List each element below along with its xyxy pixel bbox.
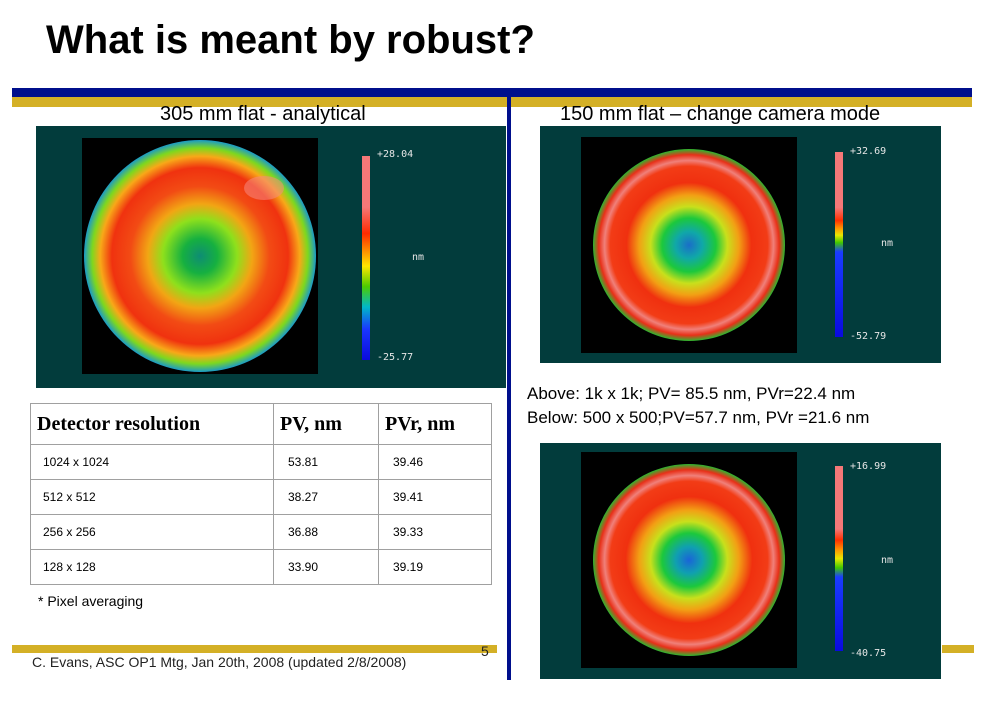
left-surface-disc xyxy=(84,140,316,372)
footer-gold-accent-right xyxy=(942,645,974,653)
left-surface-highlight xyxy=(244,176,284,200)
table-cell: 1024 x 1024 xyxy=(30,444,274,480)
table-row: 1024 x 1024 53.81 39.46 xyxy=(30,444,492,480)
table-header: PV, nm xyxy=(273,403,379,445)
table-header-row: Detector resolution PV, nm PVr, nm xyxy=(30,403,492,445)
right-bottom-colorbar-unit: nm xyxy=(881,555,894,566)
right-top-surface-map-graphic xyxy=(593,149,785,341)
right-bottom-surface-map-graphic xyxy=(593,464,785,656)
table-cell: 33.90 xyxy=(273,549,379,585)
left-surface-map xyxy=(82,138,318,374)
left-colorbar-min: -25.77 xyxy=(377,352,414,363)
table-cell: 128 x 128 xyxy=(30,549,274,585)
vertical-divider xyxy=(507,97,511,680)
table-cell: 39.41 xyxy=(378,479,492,515)
left-surface-map-graphic xyxy=(84,140,316,372)
resolution-table: Detector resolution PV, nm PVr, nm 1024 … xyxy=(30,403,492,585)
table-cell: 256 x 256 xyxy=(30,514,274,550)
table-note: * Pixel averaging xyxy=(38,593,144,609)
right-top-colorbar xyxy=(835,152,843,337)
table-header: PVr, nm xyxy=(378,403,492,445)
right-subtitle: 150 mm flat – change camera mode xyxy=(560,103,881,125)
slide-footer: C. Evans, ASC OP1 Mtg, Jan 20th, 2008 (u… xyxy=(32,654,407,670)
camera-mode-info-line2: Below: 500 x 500;PV=57.7 nm, PVr =21.6 n… xyxy=(527,408,870,427)
table-cell: 38.27 xyxy=(273,479,379,515)
left-colorbar-unit: nm xyxy=(412,252,425,263)
left-colorbar-max: +28.04 xyxy=(377,149,414,160)
camera-mode-info-line1: Above: 1k x 1k; PV= 85.5 nm, PVr=22.4 nm xyxy=(527,384,856,403)
right-top-colorbar-unit: nm xyxy=(881,238,894,249)
right-bottom-surface-disc xyxy=(593,464,785,656)
right-top-colorbar-min: -52.79 xyxy=(850,331,887,342)
table-cell: 53.81 xyxy=(273,444,379,480)
right-bottom-colorbar-max: +16.99 xyxy=(850,461,887,472)
left-colorbar xyxy=(362,156,370,360)
right-bottom-plot-panel: +16.99 nm -40.75 xyxy=(540,443,941,679)
left-subtitle: 305 mm flat - analytical xyxy=(160,103,366,125)
table-cell: 39.19 xyxy=(378,549,492,585)
table-row: 512 x 512 38.27 39.41 xyxy=(30,479,492,515)
table-header: Detector resolution xyxy=(30,403,274,445)
table-cell: 39.33 xyxy=(378,514,492,550)
right-top-surface-disc xyxy=(593,149,785,341)
right-top-plot-panel: +32.69 nm -52.79 xyxy=(540,126,941,363)
page-number: 5 xyxy=(481,643,489,659)
right-bottom-colorbar-min: -40.75 xyxy=(850,648,887,659)
table-cell: 512 x 512 xyxy=(30,479,274,515)
slide-title: What is meant by robust? xyxy=(46,18,535,62)
right-bottom-surface-map xyxy=(581,452,797,668)
header-bar xyxy=(12,88,972,97)
table-cell: 39.46 xyxy=(378,444,492,480)
camera-mode-info: Above: 1k x 1k; PV= 85.5 nm, PVr=22.4 nm… xyxy=(527,382,869,430)
right-bottom-colorbar xyxy=(835,466,843,651)
table-cell: 36.88 xyxy=(273,514,379,550)
table-row: 128 x 128 33.90 39.19 xyxy=(30,549,492,585)
table-row: 256 x 256 36.88 39.33 xyxy=(30,514,492,550)
footer-gold-accent-left xyxy=(12,645,497,653)
right-top-colorbar-max: +32.69 xyxy=(850,146,887,157)
left-plot-panel: +28.04 nm -25.77 xyxy=(36,126,506,388)
header-gold-accent xyxy=(12,97,972,107)
right-top-surface-map xyxy=(581,137,797,353)
